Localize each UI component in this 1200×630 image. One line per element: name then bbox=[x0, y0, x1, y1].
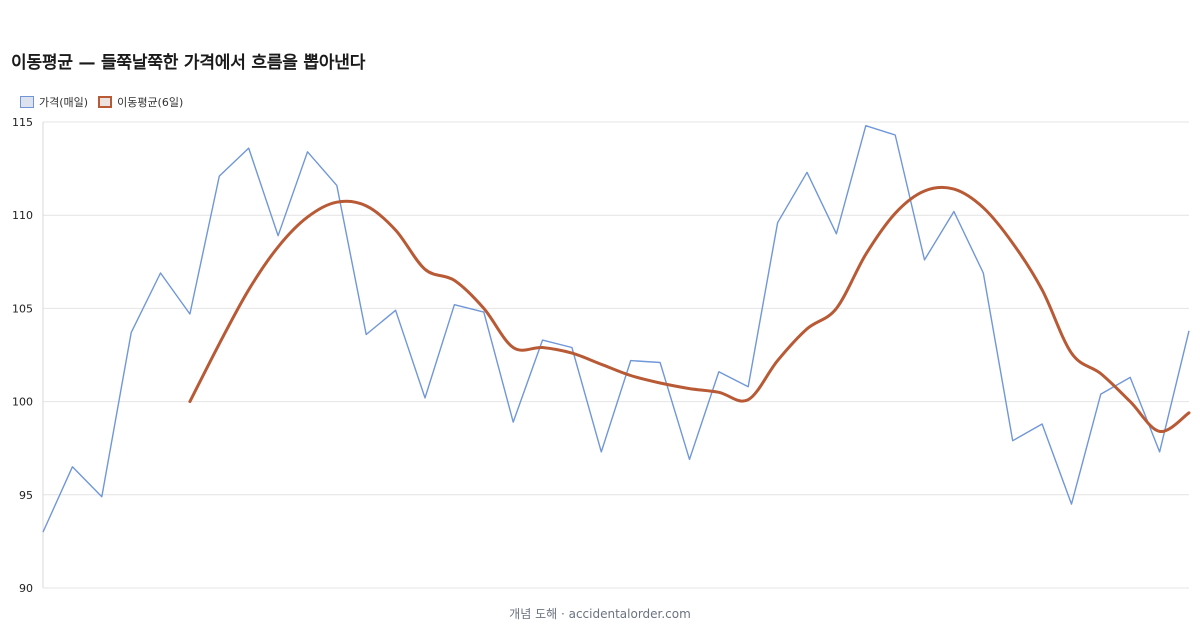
legend-item-price[interactable]: 가격(매일) bbox=[20, 94, 88, 110]
price-point-34[interactable] bbox=[1011, 439, 1015, 443]
legend-label-price: 가격(매일) bbox=[39, 96, 89, 109]
y-tick-label-100: 100 bbox=[12, 396, 33, 409]
ma-point-32[interactable] bbox=[952, 187, 956, 191]
ma-point-25[interactable] bbox=[746, 398, 750, 402]
price-point-37[interactable] bbox=[1099, 392, 1103, 396]
legend-swatch-price bbox=[20, 96, 34, 108]
price-point-3[interactable] bbox=[100, 495, 104, 499]
price-point-1[interactable] bbox=[41, 530, 45, 534]
ma-point-13[interactable] bbox=[394, 228, 398, 232]
ma-point-9[interactable] bbox=[276, 245, 280, 249]
ma-point-29[interactable] bbox=[864, 252, 868, 256]
price-point-40[interactable] bbox=[1187, 329, 1191, 333]
price-point-12[interactable] bbox=[364, 332, 368, 336]
price-point-15[interactable] bbox=[452, 303, 456, 307]
ma-point-28[interactable] bbox=[834, 306, 838, 310]
ma-point-14[interactable] bbox=[423, 267, 427, 271]
ma-point-20[interactable] bbox=[599, 362, 603, 366]
ma-point-15[interactable] bbox=[452, 278, 456, 282]
ma-point-10[interactable] bbox=[305, 215, 309, 219]
ma-point-26[interactable] bbox=[776, 359, 780, 363]
price-point-4[interactable] bbox=[129, 331, 133, 335]
price-point-33[interactable] bbox=[981, 271, 985, 275]
price-point-6[interactable] bbox=[188, 312, 192, 316]
price-point-36[interactable] bbox=[1069, 502, 1073, 506]
legend-swatch-moving-average bbox=[98, 96, 113, 108]
price-point-5[interactable] bbox=[159, 271, 163, 275]
ma-point-31[interactable] bbox=[923, 189, 927, 193]
series-line-moving-average bbox=[188, 185, 1191, 433]
price-point-28[interactable] bbox=[834, 232, 838, 236]
price-point-29[interactable] bbox=[864, 124, 868, 128]
ma-point-27[interactable] bbox=[805, 327, 809, 331]
price-point-13[interactable] bbox=[394, 308, 398, 312]
chart-title: 이동평균 — 들쭉날쭉한 가격에서 흐름을 뽑아낸다 bbox=[11, 53, 366, 73]
ma-point-38[interactable] bbox=[1128, 400, 1132, 404]
price-point-7[interactable] bbox=[217, 174, 221, 178]
ma-point-36[interactable] bbox=[1069, 351, 1073, 355]
price-point-35[interactable] bbox=[1040, 422, 1044, 426]
ma-point-7[interactable] bbox=[217, 342, 221, 346]
price-point-10[interactable] bbox=[305, 150, 309, 154]
price-point-19[interactable] bbox=[570, 346, 574, 350]
series-line-price bbox=[42, 125, 1190, 533]
price-point-32[interactable] bbox=[952, 209, 956, 213]
price-point-14[interactable] bbox=[423, 396, 427, 400]
ma-point-40[interactable] bbox=[1187, 411, 1191, 415]
ma-point-23[interactable] bbox=[687, 387, 691, 391]
ma-point-30[interactable] bbox=[893, 211, 897, 215]
legend-item-moving-average[interactable]: 이동평균(6일) bbox=[98, 94, 183, 110]
price-point-17[interactable] bbox=[511, 420, 515, 424]
ma-point-22[interactable] bbox=[658, 381, 662, 385]
legend: 가격(매일) 이동평균(6일) bbox=[20, 94, 183, 110]
ma-point-12[interactable] bbox=[364, 204, 368, 208]
credit-footer: 개념 도해 · accidentalorder.com bbox=[509, 607, 691, 621]
price-point-2[interactable] bbox=[70, 465, 74, 469]
price-point-11[interactable] bbox=[335, 183, 339, 187]
ma-point-33[interactable] bbox=[981, 206, 985, 210]
ma-point-6[interactable] bbox=[188, 400, 192, 404]
ma-point-34[interactable] bbox=[1011, 241, 1015, 245]
y-tick-label-110: 110 bbox=[12, 209, 33, 222]
y-tick-label-105: 105 bbox=[12, 302, 33, 315]
price-point-8[interactable] bbox=[247, 146, 251, 150]
y-tick-label-95: 95 bbox=[19, 489, 33, 502]
ma-point-21[interactable] bbox=[629, 374, 633, 378]
price-point-24[interactable] bbox=[717, 370, 721, 374]
y-tick-label-90: 90 bbox=[19, 582, 33, 595]
y-tick-label-115: 115 bbox=[12, 116, 33, 129]
ma-point-11[interactable] bbox=[335, 200, 339, 204]
price-point-18[interactable] bbox=[541, 338, 545, 342]
ma-point-8[interactable] bbox=[247, 288, 251, 292]
price-point-31[interactable] bbox=[923, 258, 927, 262]
price-point-9[interactable] bbox=[276, 234, 280, 238]
price-point-30[interactable] bbox=[893, 133, 897, 137]
price-point-25[interactable] bbox=[746, 385, 750, 389]
price-point-21[interactable] bbox=[629, 359, 633, 363]
price-point-26[interactable] bbox=[776, 221, 780, 225]
price-point-39[interactable] bbox=[1158, 450, 1162, 454]
ma-point-17[interactable] bbox=[511, 346, 515, 350]
ma-point-37[interactable] bbox=[1099, 372, 1103, 376]
legend-label-moving-average: 이동평균(6일) bbox=[117, 96, 184, 109]
ma-point-16[interactable] bbox=[482, 306, 486, 310]
price-point-27[interactable] bbox=[805, 170, 809, 174]
price-point-38[interactable] bbox=[1128, 375, 1132, 379]
ma-point-35[interactable] bbox=[1040, 288, 1044, 292]
ma-point-39[interactable] bbox=[1158, 429, 1162, 433]
ma-point-19[interactable] bbox=[570, 351, 574, 355]
price-point-22[interactable] bbox=[658, 360, 662, 364]
price-point-20[interactable] bbox=[599, 450, 603, 454]
price-point-23[interactable] bbox=[687, 457, 691, 461]
ma-point-24[interactable] bbox=[717, 390, 721, 394]
ma-point-18[interactable] bbox=[541, 346, 545, 350]
